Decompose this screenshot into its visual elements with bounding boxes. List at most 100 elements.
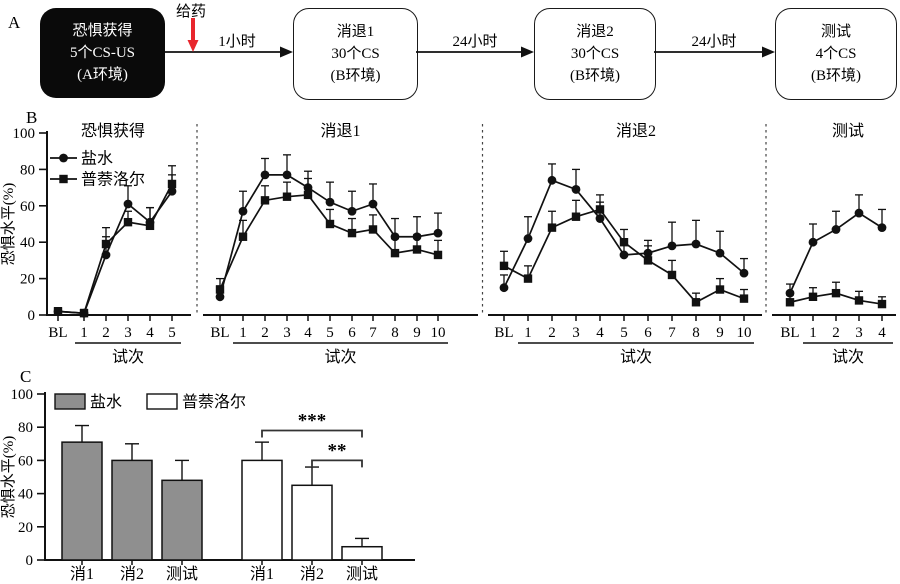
flow-box-line: 30个CS <box>570 46 620 62</box>
x-tick-label: 消1 <box>250 565 274 583</box>
data-point-marker <box>877 223 887 233</box>
x-tick-label: 8 <box>692 325 700 341</box>
legend-label: 盐水 <box>81 150 113 168</box>
legend-label: 普萘洛尔 <box>81 171 145 189</box>
data-point-marker <box>238 206 248 216</box>
data-point-marker <box>831 225 841 234</box>
data-point-marker <box>390 248 400 258</box>
flow-box-line: (B环境) <box>330 68 381 84</box>
x-tick-label: 8 <box>391 325 399 341</box>
data-point-marker <box>691 298 701 307</box>
data-point-marker <box>785 298 795 307</box>
data-point-marker <box>499 261 509 271</box>
panel-a-label: A <box>8 13 21 32</box>
y-tick-label: 60 <box>20 199 35 215</box>
panel-c-label: C <box>20 367 32 386</box>
data-point-marker <box>368 199 378 209</box>
x-tick-label: 2 <box>102 325 110 341</box>
flow-box-line: 消退2 <box>576 24 614 40</box>
x-tick-label: 2 <box>548 325 556 341</box>
data-point-marker <box>523 274 533 283</box>
legend-swatch <box>146 393 178 410</box>
y-tick-label: 40 <box>20 235 35 251</box>
x-tick-label: 4 <box>146 325 154 341</box>
data-point-marker <box>433 250 443 260</box>
y-tick-label: 80 <box>20 162 35 178</box>
x-tick-label: 9 <box>413 325 421 341</box>
data-point-marker <box>59 153 68 163</box>
data-point-marker <box>619 250 629 260</box>
data-point-marker <box>808 292 818 301</box>
chart-title: 恐惧获得 <box>81 122 145 140</box>
bar <box>111 459 153 561</box>
data-point-marker <box>282 192 292 201</box>
x-tick-label: BL <box>494 325 513 341</box>
significance-bracket <box>311 459 363 468</box>
flow-box-line: 测试 <box>820 24 851 40</box>
bar <box>291 484 333 561</box>
x-tick-label: 5 <box>620 325 628 341</box>
data-point-marker <box>59 174 68 184</box>
series-line <box>57 183 173 315</box>
series-line <box>219 174 439 298</box>
flow-box-line: 消退1 <box>336 24 375 40</box>
bar <box>61 441 103 561</box>
x-tick-label: 10 <box>431 325 446 341</box>
x-axis-title: 试次 <box>832 348 864 366</box>
data-point-marker <box>123 199 133 209</box>
flow-box-line: 恐惧获得 <box>72 23 133 39</box>
data-point-marker <box>854 296 864 305</box>
x-tick-label: 9 <box>716 325 724 341</box>
flow-box-test: 测试 4个CS (B环境) <box>775 8 897 100</box>
panel-b-label: B <box>26 108 38 127</box>
data-point-marker <box>433 228 443 238</box>
data-point-marker <box>347 206 357 216</box>
data-point-marker <box>715 285 725 294</box>
y-tick-label: 20 <box>20 272 35 288</box>
y-tick-label: 100 <box>11 387 34 403</box>
data-point-marker <box>123 217 133 227</box>
x-tick-label: 7 <box>369 325 377 341</box>
data-point-marker <box>260 170 270 180</box>
x-tick-label: 3 <box>283 325 291 341</box>
data-point-marker <box>79 308 89 318</box>
data-point-marker <box>739 268 749 278</box>
injection-label: 给药 <box>175 4 207 20</box>
x-axis-title: 试次 <box>112 348 144 366</box>
panel-c-bar-chart: 0 20 40 60 80 100 恐惧水平(%) 消1 消2 测试 消1 消2 测试 盐水 普萘洛尔 ***… <box>0 387 415 583</box>
data-point-marker <box>619 238 629 247</box>
data-point-marker <box>523 234 533 243</box>
data-point-marker <box>215 292 225 302</box>
x-tick-label: 2 <box>832 325 840 341</box>
x-tick-label: 7 <box>668 325 676 341</box>
legend-label: 盐水 <box>90 393 122 411</box>
y-tick-label: 20 <box>18 520 33 536</box>
data-point-marker <box>303 190 313 200</box>
bar <box>341 545 383 561</box>
x-tick-label: 3 <box>124 325 132 341</box>
x-tick-label: 1 <box>809 325 817 341</box>
data-point-marker <box>325 197 335 207</box>
x-tick-label: 3 <box>855 325 863 341</box>
chart-title: 消退2 <box>616 122 656 140</box>
data-point-marker <box>215 285 225 294</box>
chart-title: 测试 <box>832 122 864 140</box>
flow-arrows-canvas <box>165 18 775 58</box>
x-tick-label: BL <box>780 325 799 341</box>
x-tick-label: 2 <box>261 325 269 341</box>
x-tick-label: 6 <box>348 325 356 341</box>
x-tick-label: 1 <box>239 325 247 341</box>
x-tick-label: 测试 <box>346 565 378 583</box>
x-tick-label: 消1 <box>70 565 94 583</box>
data-point-marker <box>368 225 378 234</box>
legend-label: 普萘洛尔 <box>182 393 246 411</box>
y-tick-label: 100 <box>13 126 36 142</box>
injection-arrowhead-icon <box>187 40 199 52</box>
data-point-marker <box>691 239 701 249</box>
x-tick-label: 1 <box>524 325 532 341</box>
data-point-marker <box>167 179 177 189</box>
legend-swatch <box>54 393 86 410</box>
data-point-marker <box>571 185 581 194</box>
data-point-marker <box>412 245 422 254</box>
data-point-marker <box>831 288 841 298</box>
